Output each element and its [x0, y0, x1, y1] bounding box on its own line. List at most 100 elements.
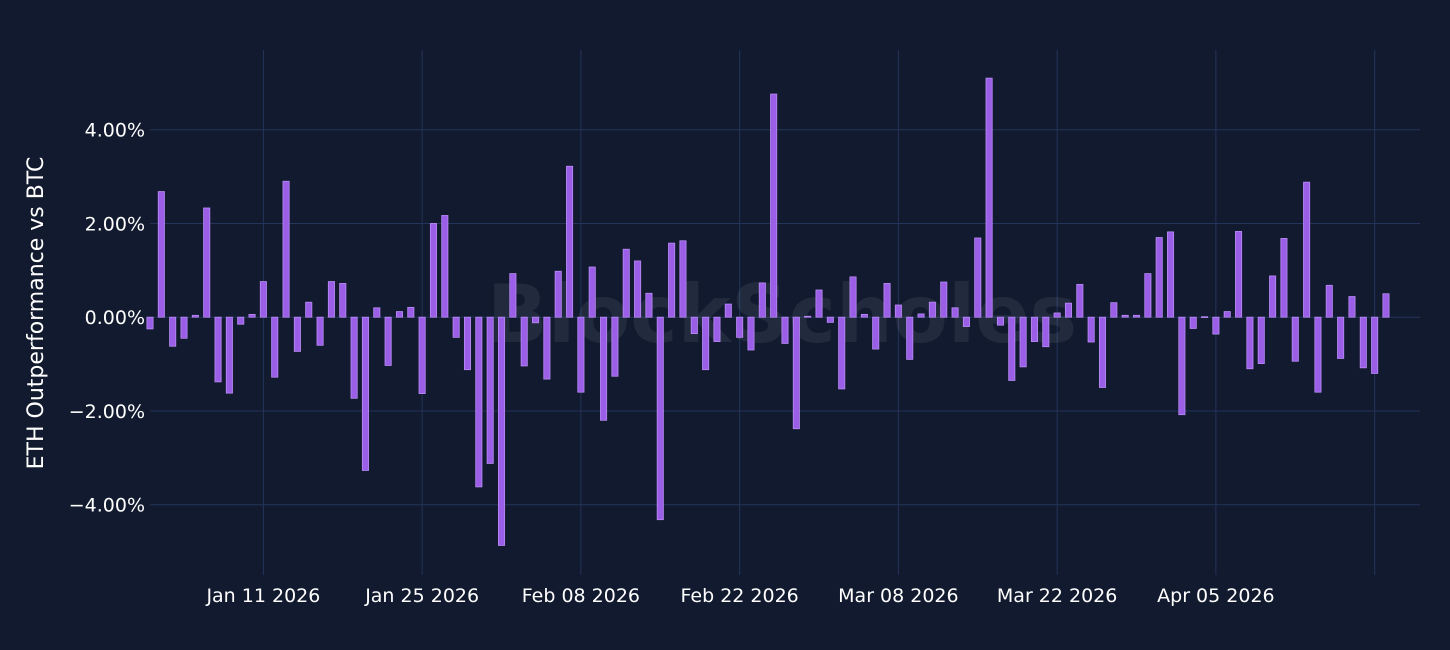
- bar: [554, 270, 562, 318]
- bar: [792, 316, 800, 430]
- bar: [293, 316, 301, 352]
- bar: [1257, 316, 1265, 365]
- y-tick-label: −2.00%: [69, 401, 145, 423]
- bar: [1076, 283, 1084, 318]
- bar: [1382, 293, 1390, 318]
- bar: [962, 316, 970, 327]
- bar: [407, 306, 415, 318]
- bar: [600, 316, 608, 421]
- bar: [804, 315, 812, 318]
- bar: [1189, 316, 1197, 329]
- bar: [1064, 302, 1072, 318]
- bar: [1303, 181, 1311, 318]
- bar: [282, 180, 290, 318]
- x-tick-label: Apr 05 2026: [1157, 585, 1274, 607]
- bar: [316, 316, 324, 346]
- bar: [237, 316, 245, 325]
- bar: [985, 77, 993, 318]
- bar: [509, 273, 517, 318]
- bar: [826, 316, 834, 323]
- y-tick-label: 4.00%: [85, 120, 145, 142]
- bar: [1269, 275, 1277, 318]
- bar: [305, 301, 313, 318]
- bar: [1053, 312, 1061, 318]
- bar: [373, 307, 381, 318]
- bar: [645, 292, 653, 318]
- x-axis-ticks: Jan 11 2026 Jan 25 2026 Feb 08 2026 Feb 22 …: [205, 585, 1274, 607]
- bar: [486, 316, 494, 464]
- bar: [577, 316, 585, 393]
- bar: [339, 283, 347, 318]
- bar: [860, 313, 868, 318]
- bar: [1019, 316, 1027, 368]
- bar: [894, 304, 902, 318]
- bar: [724, 303, 732, 318]
- bar: [180, 316, 188, 339]
- bar: [543, 316, 551, 380]
- bar: [1121, 314, 1129, 318]
- bar: [429, 223, 437, 318]
- bar: [271, 316, 279, 378]
- bar: [702, 316, 710, 371]
- bar: [441, 215, 449, 318]
- bar: [1325, 284, 1333, 318]
- bar: [634, 260, 642, 318]
- bar: [418, 316, 426, 395]
- bar: [203, 207, 211, 318]
- bar: [532, 316, 540, 324]
- x-tick-label: Jan 11 2026: [205, 585, 320, 607]
- bar: [1178, 316, 1186, 416]
- bar: [259, 281, 267, 318]
- bar: [679, 240, 687, 318]
- bar: [940, 281, 948, 318]
- bar: [1246, 316, 1254, 370]
- x-tick-label: Mar 22 2026: [997, 585, 1117, 607]
- bar: [497, 316, 506, 546]
- bar: [191, 314, 199, 318]
- bar: [1223, 311, 1231, 318]
- bar: [1235, 231, 1243, 318]
- bar: [1098, 316, 1107, 388]
- bar: [588, 266, 596, 318]
- bar: [248, 313, 256, 318]
- bar: [906, 316, 914, 360]
- bar: [327, 281, 335, 318]
- bar: [520, 316, 528, 367]
- bar: [928, 301, 936, 318]
- bar: [146, 316, 154, 330]
- bar: [736, 316, 744, 338]
- bar: [463, 316, 472, 371]
- bar: [1337, 316, 1345, 359]
- bar: [781, 316, 789, 344]
- bar: [656, 316, 664, 521]
- bar: [214, 316, 222, 383]
- bar: [1280, 238, 1288, 318]
- x-tick-label: Jan 25 2026: [364, 585, 479, 607]
- bar: [690, 316, 698, 335]
- bar: [452, 316, 460, 338]
- bar: [1042, 316, 1050, 348]
- bar: [747, 316, 755, 351]
- bar: [951, 307, 959, 318]
- bar: [1008, 316, 1016, 381]
- bar: [713, 316, 721, 342]
- bar: [770, 93, 778, 318]
- y-axis-title: ETH Outperformance vs BTC: [24, 157, 49, 470]
- bar: [1087, 316, 1095, 343]
- bar: [917, 313, 925, 318]
- y-tick-label: 2.00%: [85, 213, 145, 235]
- y-tick-label: 0.00%: [85, 307, 145, 329]
- bar: [622, 248, 630, 318]
- bar: [611, 316, 619, 377]
- bar: [1110, 302, 1118, 318]
- bar: [1144, 273, 1152, 318]
- bar: [1371, 316, 1379, 374]
- bar: [395, 311, 403, 318]
- bar: [384, 316, 392, 366]
- bar: [169, 316, 177, 347]
- y-tick-label: −4.00%: [69, 495, 145, 517]
- bar: [1212, 316, 1220, 335]
- bar: [157, 191, 165, 318]
